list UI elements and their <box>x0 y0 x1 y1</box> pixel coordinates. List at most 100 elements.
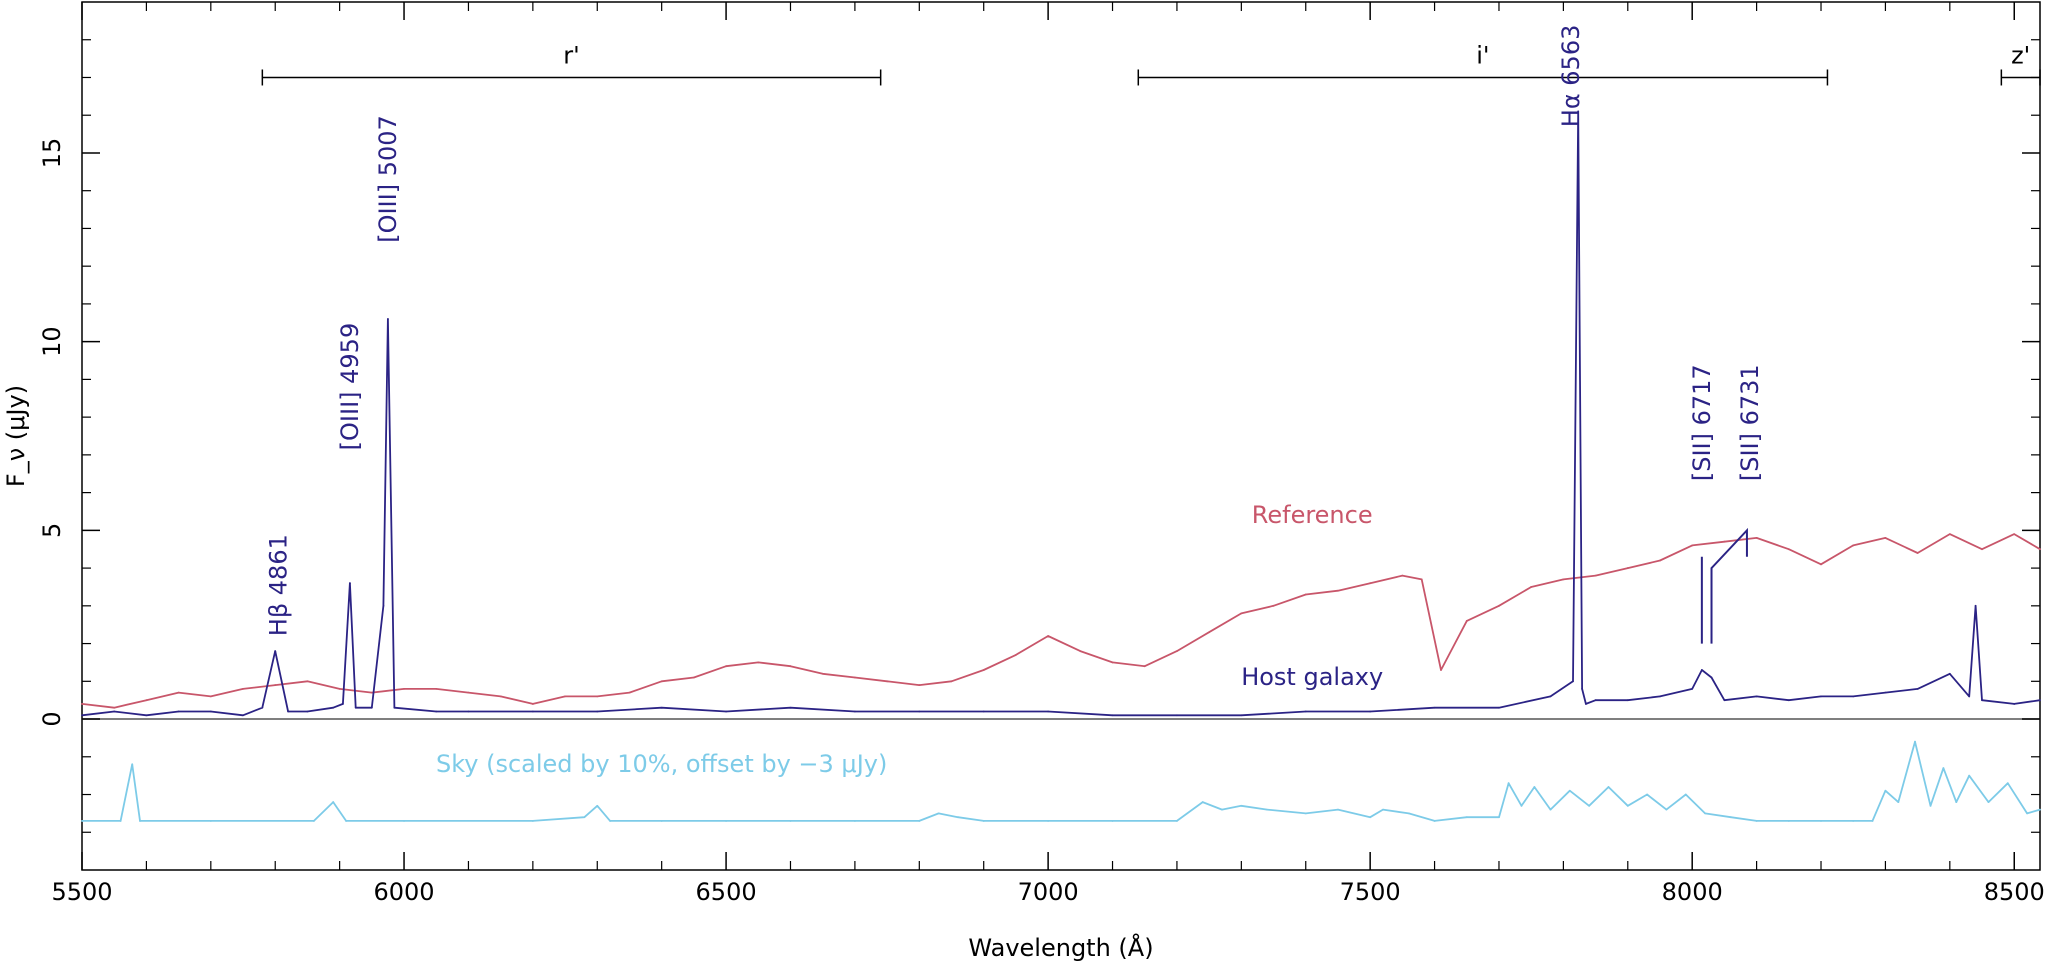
data-point-sky <box>1955 801 1958 803</box>
data-point-sky <box>1240 804 1243 807</box>
data-point-sky <box>957 816 959 819</box>
data-point-sky <box>1942 767 1945 770</box>
data-point-sky <box>725 820 727 822</box>
data-point-sky <box>209 820 212 822</box>
data-point-reference <box>853 676 856 679</box>
data-point-reference <box>1723 540 1726 543</box>
data-point-reference <box>1626 567 1629 569</box>
data-point-sky <box>131 763 134 766</box>
data-point-reference <box>403 687 405 690</box>
data-point-sky <box>1520 804 1523 807</box>
data-point-sky <box>918 820 921 822</box>
data-point-reference <box>1304 593 1307 596</box>
data-point-reference <box>821 672 824 675</box>
data-point-host <box>332 706 335 709</box>
data-point-reference <box>1691 544 1694 547</box>
data-point-reference <box>1176 650 1178 653</box>
data-point-host <box>1710 676 1713 679</box>
data-point-reference <box>1465 620 1468 622</box>
data-point-sky <box>1111 820 1114 822</box>
data-point-reference <box>1143 665 1146 668</box>
data-point-reference <box>113 706 116 709</box>
data-point-sky <box>81 820 83 822</box>
data-point-reference <box>1659 559 1661 562</box>
data-point-sky <box>1176 820 1178 822</box>
data-point-host <box>1968 695 1971 698</box>
series-lines <box>81 110 2041 822</box>
data-point-sky <box>1884 789 1887 792</box>
data-point-host <box>435 710 438 713</box>
data-point-reference <box>1916 552 1919 554</box>
x-tick-label: 5500 <box>51 878 112 906</box>
data-point-host <box>725 710 727 713</box>
data-point-host <box>1176 714 1178 717</box>
data-point-reference <box>467 691 470 694</box>
series-line-reference <box>81 533 2041 709</box>
data-point-reference <box>1755 536 1758 539</box>
data-point-host <box>145 714 148 717</box>
data-point-host <box>1304 710 1307 713</box>
x-tick-label: 6500 <box>696 878 757 906</box>
emission-line-label: [OIII] 4959 <box>336 323 364 451</box>
data-point-sky <box>1704 812 1706 815</box>
data-point-sky <box>312 820 315 822</box>
data-point-host <box>596 710 599 713</box>
series-label-host-galaxy: Host galaxy <box>1241 663 1383 691</box>
filter-label: r' <box>563 41 579 69</box>
data-point-reference <box>1079 650 1082 653</box>
data-point-sky <box>1852 820 1855 822</box>
data-point-host <box>1585 703 1587 705</box>
data-point-host <box>341 703 344 705</box>
data-point-reference <box>274 684 277 686</box>
data-point-host <box>1111 714 1114 717</box>
data-point-reference <box>692 676 695 679</box>
data-point-sky <box>1607 786 1610 788</box>
data-point-host <box>2039 699 2041 702</box>
data-point-sky <box>1549 808 1552 811</box>
data-point-sky <box>345 820 347 822</box>
data-point-sky <box>1369 816 1372 819</box>
data-point-sky <box>1047 820 1050 822</box>
data-point-sky <box>660 820 663 822</box>
data-point-reference <box>1337 589 1339 592</box>
data-point-host <box>382 604 385 607</box>
y-tick-label: 10 <box>38 326 66 357</box>
data-point-sky <box>1507 782 1510 785</box>
data-point-reference <box>1015 653 1017 656</box>
data-point-host <box>853 710 856 713</box>
data-point-reference <box>1208 631 1211 634</box>
series-label-reference: Reference <box>1252 501 1373 529</box>
data-point-host <box>177 710 180 713</box>
data-point-host <box>1916 687 1919 690</box>
data-point-sky <box>1755 820 1758 822</box>
x-tick-label: 7500 <box>1340 878 1401 906</box>
data-point-sky <box>1897 801 1900 803</box>
data-point-reference <box>338 687 341 690</box>
data-point-reference <box>1369 582 1372 585</box>
data-point-reference <box>531 703 534 705</box>
data-point-sky <box>1201 801 1204 803</box>
data-point-host <box>81 714 83 717</box>
data-point-reference <box>1948 533 1951 536</box>
data-point-sky <box>139 820 141 822</box>
data-point-sky <box>1684 793 1687 796</box>
emission-line-label: [SII] 6717 <box>1688 364 1716 481</box>
data-point-sky <box>1787 820 1790 822</box>
data-point-host <box>209 710 212 713</box>
data-point-reference <box>1047 635 1050 637</box>
data-point-sky <box>1382 808 1384 811</box>
data-point-sky <box>1820 820 1822 822</box>
data-point-host <box>660 706 663 709</box>
axes <box>81 1 2041 871</box>
axis-ticks: 5500 6000 6500 7000 7500 8000 8500 0 5 10 15 <box>38 2 2045 906</box>
data-point-sky <box>1465 816 1468 819</box>
data-point-sky <box>2039 808 2041 811</box>
data-point-sky <box>1626 804 1629 807</box>
data-point-host <box>918 710 921 713</box>
data-point-host <box>242 714 244 717</box>
data-point-reference <box>306 680 309 683</box>
data-point-host <box>1433 706 1436 709</box>
data-point-sky <box>982 820 985 822</box>
data-point-sky <box>332 801 335 803</box>
